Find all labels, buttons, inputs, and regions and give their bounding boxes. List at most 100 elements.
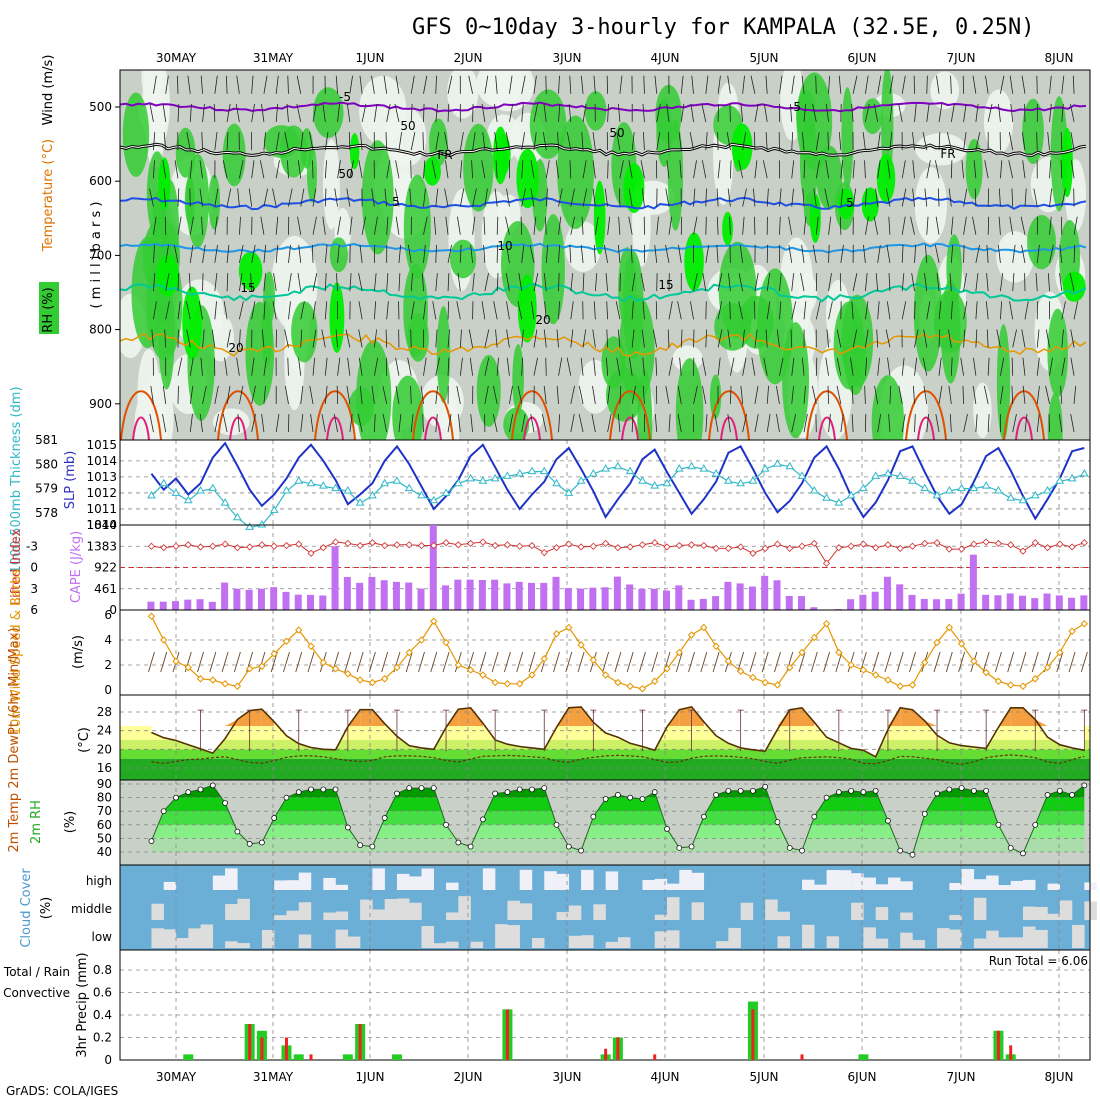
rh-unit-label: (%) bbox=[63, 811, 78, 834]
cape-bar bbox=[405, 582, 413, 610]
wind-barb bbox=[666, 160, 670, 179]
wind-barb bbox=[812, 103, 817, 123]
wind-barb bbox=[188, 273, 191, 292]
wind-barb bbox=[630, 244, 633, 263]
wind-barb-10m bbox=[688, 651, 695, 673]
rh-marker bbox=[430, 785, 437, 791]
cape-bar bbox=[748, 586, 756, 610]
wind-barb bbox=[656, 103, 661, 123]
rh-tick-label: 60 bbox=[97, 818, 112, 832]
wind-barb bbox=[815, 216, 819, 235]
cape-bar bbox=[184, 599, 192, 610]
thickness-tick-label: 580 bbox=[35, 457, 58, 471]
rh-marker bbox=[700, 813, 707, 820]
wind-barb bbox=[1049, 244, 1054, 263]
wind-barb-10m bbox=[823, 651, 831, 673]
rh-marker bbox=[639, 796, 646, 802]
wind-barb bbox=[828, 273, 832, 292]
cloud-cell bbox=[949, 914, 962, 920]
wind-barb bbox=[1022, 357, 1026, 376]
top-date-label: 1JUN bbox=[356, 51, 385, 65]
cape-bar bbox=[773, 580, 781, 610]
wind-barb bbox=[509, 75, 513, 94]
wind-barb bbox=[765, 132, 768, 151]
wind-barb bbox=[263, 273, 266, 292]
li-marker bbox=[479, 538, 487, 546]
wind-barb-10m bbox=[197, 651, 204, 673]
wind-barb bbox=[509, 103, 514, 123]
li-marker bbox=[405, 541, 413, 549]
wind-marker bbox=[356, 676, 364, 684]
wind-barb bbox=[1008, 132, 1014, 151]
rh-tick-label: 50 bbox=[97, 831, 112, 845]
wind-barb bbox=[802, 188, 805, 207]
wind-barb bbox=[803, 103, 807, 122]
wind-barb bbox=[544, 301, 547, 320]
wind-barb bbox=[222, 414, 228, 433]
wind-barb bbox=[300, 301, 305, 320]
wind-barb bbox=[668, 357, 673, 376]
wind-barb-10m bbox=[1007, 651, 1015, 673]
wind-barb-10m bbox=[565, 651, 573, 673]
cloud-cell bbox=[1059, 900, 1073, 920]
wind-barb-10m bbox=[209, 651, 217, 673]
moist-patch bbox=[799, 117, 819, 207]
cape-bar bbox=[638, 588, 646, 610]
wind-barb bbox=[1060, 160, 1063, 179]
wind-barb bbox=[716, 188, 719, 207]
rh-marker bbox=[369, 843, 376, 850]
cape-bar bbox=[245, 589, 253, 610]
wind-barb bbox=[665, 385, 670, 404]
wind-barb bbox=[506, 244, 510, 263]
cloud-cell bbox=[507, 925, 520, 948]
contour-label: FR bbox=[940, 147, 955, 161]
li-axis-label: Lifted Index bbox=[9, 528, 24, 605]
wind-barb bbox=[557, 132, 559, 151]
cloud-cell bbox=[605, 941, 619, 948]
wind-barb bbox=[912, 160, 915, 179]
wind-barb bbox=[998, 216, 1001, 235]
thickness-marker bbox=[233, 512, 242, 521]
contour-label: 20 bbox=[535, 313, 550, 327]
wind-barb bbox=[779, 188, 782, 207]
slp-tick-label: 1014 bbox=[86, 454, 117, 468]
wind-barb bbox=[1070, 132, 1075, 151]
cape-tick-label: 0 bbox=[109, 603, 117, 617]
wind-barb bbox=[753, 132, 756, 151]
wind-barb bbox=[570, 216, 576, 235]
wind-barb bbox=[198, 301, 203, 320]
y-tick-label: 700 bbox=[89, 248, 112, 262]
wind-barb bbox=[1073, 244, 1076, 263]
cloud-cell bbox=[654, 878, 668, 890]
wind-barb-10m bbox=[700, 651, 708, 673]
wind-barb bbox=[791, 273, 795, 292]
cape-bar bbox=[1043, 593, 1051, 610]
wind-barb-10m bbox=[982, 651, 990, 673]
wind-barb bbox=[705, 329, 707, 348]
moist-patch bbox=[940, 279, 961, 384]
wind-barb bbox=[840, 188, 844, 207]
wind-marker bbox=[405, 648, 413, 657]
wind-barb bbox=[335, 75, 338, 94]
wind-barb bbox=[678, 244, 682, 263]
wind-barb-10m bbox=[774, 651, 781, 673]
wind-barb bbox=[677, 385, 682, 404]
wind-barb bbox=[852, 160, 855, 179]
rh-marker bbox=[627, 794, 634, 801]
cape-bar bbox=[785, 595, 793, 610]
thickness-marker bbox=[196, 486, 205, 494]
wind-barb bbox=[689, 301, 694, 320]
thickness-marker bbox=[441, 488, 451, 496]
cloud-cell bbox=[568, 905, 582, 920]
wind-barb bbox=[693, 188, 696, 207]
rh-marker bbox=[909, 851, 916, 858]
wind-barb bbox=[459, 329, 462, 348]
wind-barb bbox=[237, 414, 240, 433]
wind-barb bbox=[779, 301, 782, 320]
wind-barb bbox=[946, 132, 952, 151]
wind-barb bbox=[631, 385, 637, 404]
rh-marker bbox=[394, 790, 400, 797]
wind-barb bbox=[410, 329, 412, 348]
li-marker bbox=[958, 545, 966, 553]
wind-barb bbox=[150, 385, 154, 404]
